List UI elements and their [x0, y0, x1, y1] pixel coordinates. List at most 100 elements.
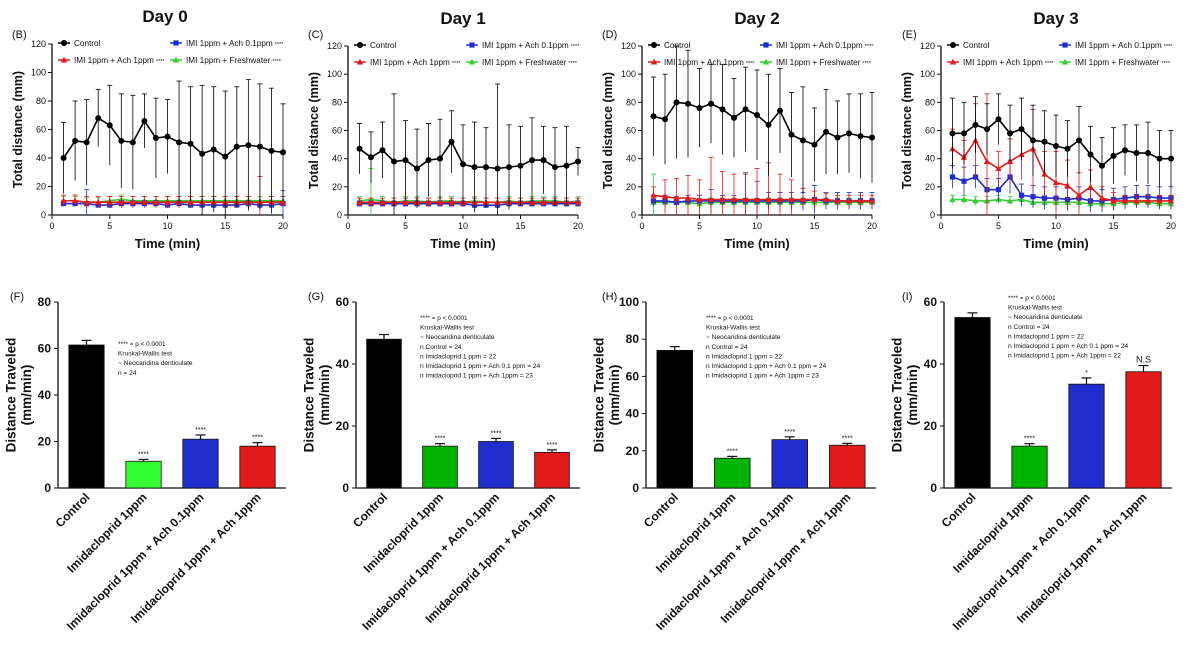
data-point [661, 193, 669, 200]
x-axis-label: Time (min) [430, 236, 496, 251]
y-axis-label: Total distance (mm) [11, 71, 25, 188]
y-tick-label: 60 [336, 295, 350, 309]
data-point [356, 145, 363, 152]
y-tick-label: 100 [619, 295, 639, 309]
stats-text: **** = p < 0.0001 [1008, 295, 1056, 302]
data-point [1168, 155, 1174, 162]
data-point [685, 100, 691, 107]
line-panel-3: Day 2 (D) 0 20 40 60 80 100 120 0 5 10 15 20 Time (min… [601, 9, 877, 251]
y-tick-label: 80 [626, 97, 636, 107]
stats-text: ~ Neocaridina denticulate [420, 334, 495, 341]
significance-label: * [1085, 370, 1088, 377]
data-point [368, 154, 374, 161]
data-point [414, 165, 420, 172]
data-point [164, 198, 171, 205]
data-point [245, 142, 252, 149]
category-label: Control [939, 490, 979, 530]
y-tick-label: 60 [38, 342, 52, 356]
data-point [1064, 145, 1071, 152]
y-tick-label: 20 [332, 182, 342, 192]
legend-stars: **** [571, 44, 580, 50]
legend-marker [469, 42, 475, 48]
panel-label: (I) [902, 291, 912, 303]
legend-label: IMI 1ppm + Ach 0.1ppm [186, 39, 273, 48]
significance-label: **** [727, 448, 738, 455]
data-point [650, 192, 657, 198]
data-point [164, 133, 171, 140]
bar [1068, 383, 1105, 489]
y-tick-label: 120 [920, 41, 935, 51]
x-tick-label: 10 [458, 221, 468, 231]
data-point [949, 174, 956, 180]
data-point [402, 157, 409, 164]
x-axis-label: Time (min) [1023, 236, 1089, 251]
legend-stars: **** [1164, 44, 1173, 50]
data-point [552, 164, 558, 171]
data-point [391, 158, 397, 165]
line-panel-4: Day 3 (E) 0 20 40 60 80 100 120 0 5 10 15 20 Time (min… [900, 9, 1176, 251]
legend-marker [1061, 58, 1069, 65]
y-axis-label-line: Distance Traveled [591, 338, 606, 453]
data-point [356, 199, 363, 205]
y-tick-label: 120 [327, 41, 342, 51]
data-point [972, 197, 979, 204]
y-tick-label: 60 [924, 295, 938, 309]
x-tick-label: 5 [996, 221, 1001, 231]
legend-stars: **** [1045, 61, 1054, 67]
data-point [730, 196, 738, 203]
y-tick-label: 0 [337, 210, 342, 220]
data-point [662, 116, 668, 123]
stats-text: n Imidacloprid 1 ppm + Ach 1ppm = 23 [420, 373, 533, 380]
panel-label: (G) [308, 291, 324, 303]
legend-label: IMI 1ppm + Ach 1ppm [370, 58, 450, 67]
stats-text: n Control = 24 [1008, 324, 1050, 331]
y-tick-label: 60 [626, 126, 636, 136]
significance-label: **** [842, 435, 853, 442]
data-point [868, 197, 876, 204]
x-tick-label: 0 [938, 221, 943, 231]
data-point [1030, 194, 1036, 200]
data-point [869, 134, 875, 141]
panel-label: (H) [602, 291, 617, 303]
data-point [83, 139, 90, 146]
series-control [60, 79, 286, 215]
data-point [960, 196, 968, 203]
bar [422, 445, 458, 489]
bar [714, 457, 751, 489]
line-panel-1: Day 0 (B) 0 20 40 60 80 100 120 0 5 10 15 20 Time (min… [11, 7, 288, 251]
data-point [961, 178, 967, 184]
data-point [719, 196, 726, 203]
panel-label: (E) [902, 29, 917, 41]
data-point [1075, 192, 1083, 198]
data-point [1018, 192, 1025, 198]
bar [182, 438, 219, 489]
bar [954, 317, 991, 489]
y-tick-label: 0 [632, 481, 639, 495]
legend-label: IMI 1ppm + Ach 1ppm [664, 58, 744, 67]
bar [366, 338, 402, 489]
stats-text: n Imidacloprid 1 ppm + Ach 1ppm = 22 [1008, 353, 1121, 360]
legend-marker [1062, 42, 1068, 48]
legend-stars: **** [272, 59, 281, 65]
data-point [529, 157, 535, 164]
data-point [187, 198, 194, 205]
data-point [731, 114, 737, 121]
y-tick-label: 0 [44, 481, 51, 495]
significance-label: **** [252, 435, 263, 442]
data-point [1076, 137, 1082, 144]
legend-marker [650, 58, 658, 65]
legend-label: Control [370, 41, 397, 50]
y-tick-label: 60 [36, 125, 46, 135]
data-point [972, 121, 979, 128]
data-point [60, 155, 67, 161]
chart-title: Day 0 [142, 7, 187, 26]
x-tick-label: 10 [1051, 221, 1061, 231]
stats-text: ~ Neocaridina denticulate [706, 334, 781, 341]
data-point [379, 199, 386, 205]
data-point [1133, 150, 1140, 157]
data-point [1121, 197, 1129, 204]
data-point [141, 198, 148, 205]
legend-marker [173, 40, 179, 46]
